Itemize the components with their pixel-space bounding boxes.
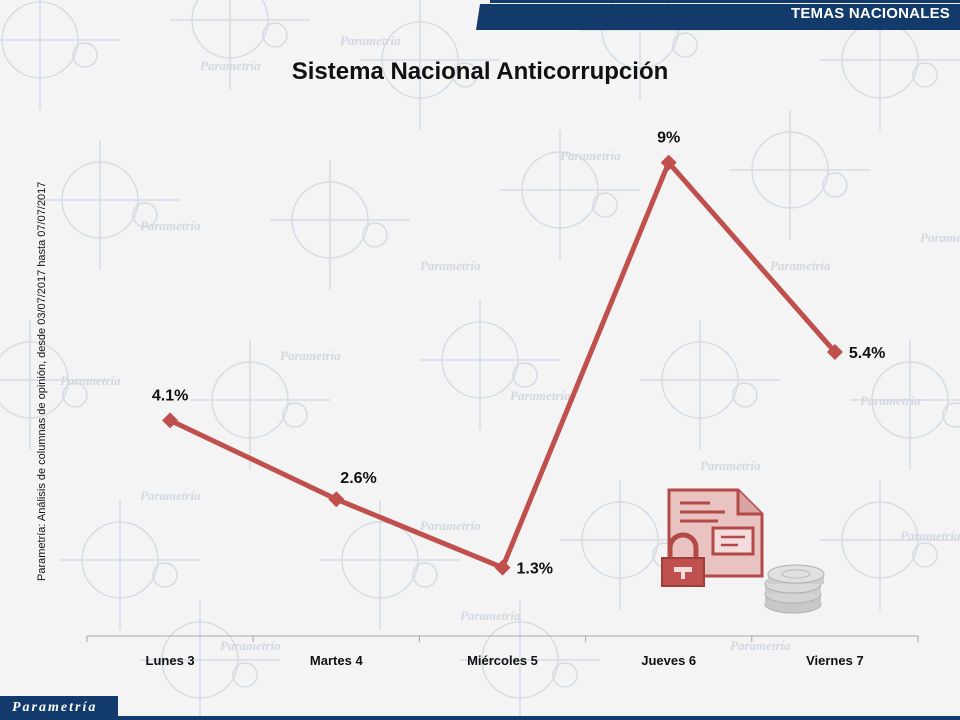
document-lock-icon [661, 488, 764, 587]
x-tick-label: Viernes 7 [806, 653, 864, 668]
x-tick-label: Miércoles 5 [467, 653, 538, 668]
data-label: 4.1% [152, 387, 188, 404]
svg-text:Parametría: Parametría [60, 373, 121, 388]
data-point-marker [162, 412, 179, 429]
svg-text:Parametría: Parametría [140, 218, 201, 233]
svg-text:Parametría: Parametría [420, 518, 481, 533]
data-label: 1.3% [517, 561, 553, 578]
coins-icon [764, 564, 825, 614]
svg-text:Parametría: Parametría [420, 258, 481, 273]
svg-text:Parametría: Parametría [280, 348, 341, 363]
x-tick-label: Lunes 3 [146, 653, 195, 668]
parametria-logo: Parametría [0, 696, 118, 720]
svg-text:Parametría: Parametría [700, 458, 761, 473]
data-point-marker [494, 559, 511, 576]
svg-text:Parametría: Parametría [730, 638, 791, 653]
svg-text:Parametría: Parametría [510, 388, 571, 403]
svg-text:Parametría: Parametría [340, 33, 401, 48]
svg-text:Parametría: Parametría [900, 528, 960, 543]
data-point-marker [328, 491, 345, 508]
svg-text:Parametría: Parametría [140, 488, 201, 503]
data-label: 2.6% [340, 470, 376, 487]
header-band [476, 0, 960, 30]
data-label: 5.4% [849, 345, 885, 362]
svg-text:Parametría: Parametría [220, 638, 281, 653]
x-tick-label: Jueves 6 [641, 653, 696, 668]
svg-text:Parametría: Parametría [770, 258, 831, 273]
svg-text:Parametría: Parametría [920, 230, 960, 245]
chart-title: Sistema Nacional Anticorrupción [291, 58, 669, 85]
svg-text:Parametría: Parametría [860, 393, 921, 408]
svg-text:Parametría: Parametría [560, 148, 621, 163]
data-label: 9% [657, 130, 680, 147]
data-point-marker [660, 154, 677, 171]
section-label: TEMAS NACIONALES [790, 5, 950, 22]
svg-text:Parametría: Parametría [460, 608, 521, 623]
footer-rule [118, 716, 960, 720]
x-tick-label: Martes 4 [310, 653, 364, 668]
svg-text:Parametría: Parametría [200, 58, 261, 73]
data-point-marker [826, 343, 843, 360]
